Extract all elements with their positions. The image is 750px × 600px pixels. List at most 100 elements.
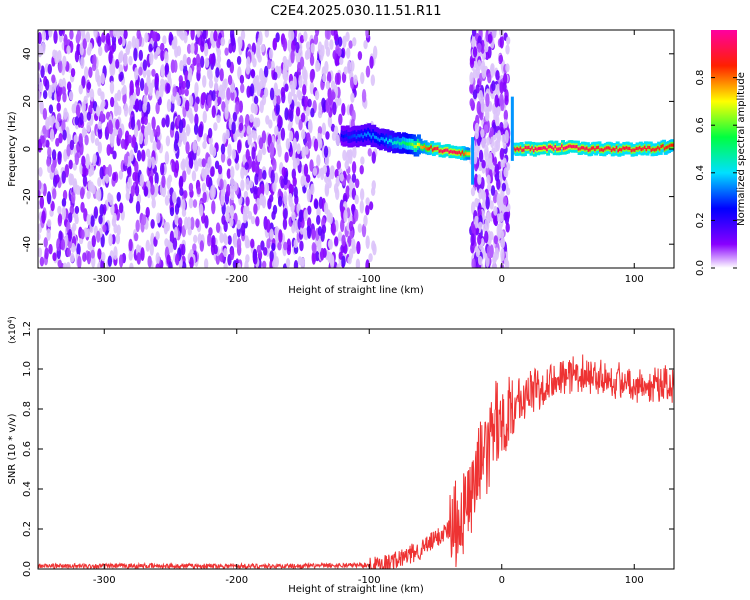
heatmap-cell: [492, 30, 497, 39]
heatmap-cell: [274, 125, 279, 136]
heatmap-cell: [334, 187, 340, 201]
heatmap-cell: [107, 192, 112, 203]
heatmap-cell: [474, 197, 479, 208]
heatmap-cell: [87, 179, 93, 192]
heatmap-cell: [361, 88, 367, 103]
heatmap-cell: [266, 219, 271, 233]
heatmap-cell: [499, 121, 504, 133]
heatmap-cell: [168, 261, 173, 268]
heatmap-cell: [271, 259, 277, 268]
heatmap-cell: [38, 61, 41, 71]
heatmap-cell: [123, 30, 128, 40]
heatmap-cell: [193, 102, 199, 113]
heatmap-cell: [41, 210, 46, 224]
heatmap-cell: [232, 233, 238, 248]
spectrogram-x-axis-label: Height of straight line (km): [288, 285, 424, 296]
heatmap-cell: [122, 93, 127, 105]
heatmap-cell: [264, 30, 270, 38]
heatmap-cell: [62, 129, 67, 141]
heatmap-cell: [283, 190, 288, 205]
heatmap-cell: [88, 42, 93, 52]
heatmap-cell: [186, 109, 191, 118]
heatmap-cell: [223, 247, 228, 258]
heatmap-cell: [266, 238, 271, 249]
x-tick-label: 100: [625, 274, 644, 285]
heatmap-cell: [134, 160, 139, 174]
heatmap-cell: [58, 30, 64, 37]
heatmap-cell: [225, 211, 230, 220]
heatmap-cell: [77, 255, 82, 268]
heatmap-cell: [357, 50, 363, 61]
heatmap-cell: [331, 222, 336, 236]
x-tick-label: -200: [225, 575, 248, 586]
heatmap-cell: [258, 137, 264, 150]
heatmap-cell: [145, 148, 151, 158]
heatmap-cell: [268, 194, 274, 203]
heatmap-cell: [229, 247, 235, 261]
heatmap-cell: [223, 235, 229, 246]
heatmap-cell: [119, 71, 124, 81]
heatmap-cell: [221, 214, 226, 225]
heatmap-cell: [333, 30, 338, 42]
heatmap-cell: [342, 149, 347, 161]
heatmap-cell: [292, 137, 298, 151]
heatmap-cell: [129, 149, 134, 162]
heatmap-cell: [240, 83, 245, 94]
heatmap-cell: [329, 39, 334, 51]
heatmap-cell: [102, 224, 107, 233]
heatmap-cell: [309, 54, 315, 66]
heatmap-cell: [57, 259, 63, 268]
heatmap-cell: [304, 95, 309, 108]
heatmap-cell: [284, 83, 289, 92]
heatmap-cell: [107, 164, 113, 178]
heatmap-cell: [70, 67, 76, 78]
heatmap-cell: [186, 56, 191, 66]
heatmap-cell: [211, 200, 216, 215]
heatmap-cell: [477, 42, 482, 53]
heatmap-cell: [236, 139, 242, 154]
heatmap-cell: [505, 222, 510, 233]
heatmap-cell: [155, 46, 161, 56]
heatmap-cell: [231, 121, 236, 135]
heatmap-cell: [188, 182, 194, 193]
heatmap-cell: [151, 198, 156, 209]
heatmap-cell: [310, 42, 315, 54]
heatmap-cell: [255, 216, 260, 227]
heatmap-cell: [82, 252, 87, 262]
heatmap-cell: [159, 83, 164, 98]
heatmap-cell: [136, 149, 142, 162]
heatmap-cell: [66, 45, 71, 55]
heatmap-cell: [249, 83, 255, 97]
heatmap-cell: [131, 139, 136, 148]
heatmap-cell: [79, 112, 84, 126]
y-tick-label: 0: [22, 146, 33, 152]
heatmap-cell: [99, 110, 104, 123]
heatmap-cell: [70, 242, 76, 253]
heatmap-cell: [261, 147, 267, 156]
heatmap-cell: [80, 201, 85, 213]
heatmap-cell: [86, 213, 91, 226]
heatmap-cell: [329, 254, 335, 266]
heatmap-cell: [193, 234, 198, 244]
heatmap-cell: [216, 114, 221, 124]
heatmap-cell: [57, 85, 63, 97]
heatmap-cell: [277, 128, 282, 141]
heatmap-cell: [254, 161, 259, 174]
heatmap-cell: [229, 217, 234, 227]
heatmap-cell: [343, 66, 348, 75]
heatmap-cell: [492, 251, 498, 263]
heatmap-cell: [39, 195, 45, 209]
page-title: C2E4.2025.030.11.51.R11: [270, 4, 441, 19]
heatmap-cell: [478, 255, 483, 266]
heatmap-cell: [82, 174, 88, 187]
heatmap-cell: [213, 30, 218, 42]
heatmap-cell: [228, 42, 233, 54]
heatmap-cell: [242, 211, 248, 224]
heatmap-cell: [227, 74, 233, 86]
snr-y-axis-label: SNR (10 * v/v): [7, 413, 18, 484]
heatmap-cell: [499, 230, 505, 239]
heatmap-cell: [199, 55, 205, 68]
heatmap-cell: [196, 186, 201, 195]
heatmap-cell: [270, 60, 275, 71]
heatmap-cell: [288, 130, 294, 142]
